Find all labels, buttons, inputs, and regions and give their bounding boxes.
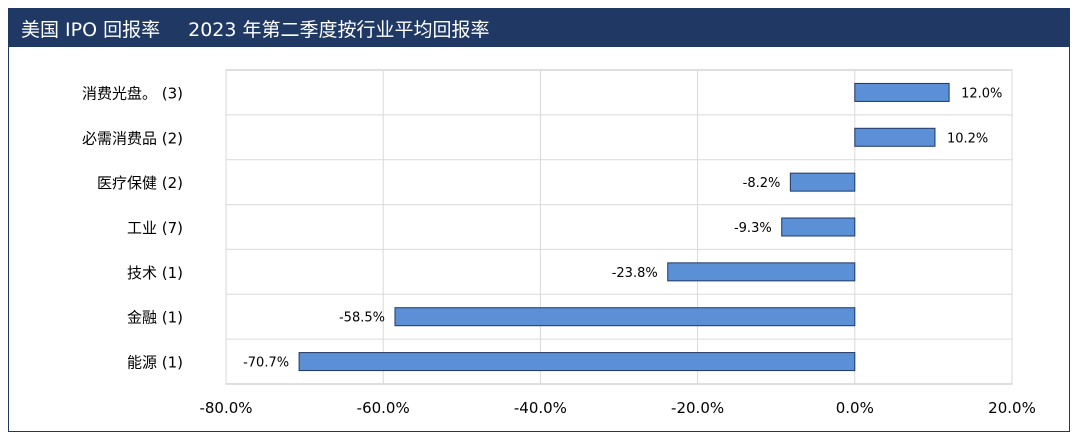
category-label: 技术 (1) xyxy=(127,264,183,282)
x-tick-label: -40.0% xyxy=(514,399,567,417)
bar xyxy=(854,127,936,147)
data-label: -23.8% xyxy=(612,266,658,281)
category-label: 必需消费品 (2) xyxy=(82,129,183,147)
x-tick-label: 20.0% xyxy=(988,399,1036,417)
chart-title: 美国 IPO 回报率 xyxy=(21,18,161,41)
data-label: 12.0% xyxy=(961,86,1002,101)
x-tick-label: -60.0% xyxy=(357,399,410,417)
chart-subtitle: 2023 年第二季度按行业平均回报率 xyxy=(188,18,490,41)
bar xyxy=(667,262,856,282)
bar xyxy=(298,352,856,372)
category-label: 医疗保健 (2) xyxy=(97,174,183,192)
plot-area xyxy=(225,69,1013,385)
data-label: -58.5% xyxy=(339,311,385,326)
bar xyxy=(394,307,856,327)
data-label: -9.3% xyxy=(734,221,772,236)
x-tick-label: -80.0% xyxy=(199,399,252,417)
category-label: 工业 (7) xyxy=(127,219,183,237)
category-label: 消费光盘。 (3) xyxy=(82,84,183,102)
title-bar: 美国 IPO 回报率 2023 年第二季度按行业平均回报率 xyxy=(9,9,1069,47)
bar xyxy=(789,172,856,192)
x-tick-label: 0.0% xyxy=(836,399,874,417)
x-tick-label: -20.0% xyxy=(671,399,724,417)
bar xyxy=(781,217,856,237)
data-label: -8.2% xyxy=(743,176,781,191)
bar xyxy=(854,82,950,102)
data-label: 10.2% xyxy=(947,131,988,146)
data-label: -70.7% xyxy=(243,356,289,371)
category-label: 能源 (1) xyxy=(127,354,183,372)
category-label: 金融 (1) xyxy=(127,309,183,327)
